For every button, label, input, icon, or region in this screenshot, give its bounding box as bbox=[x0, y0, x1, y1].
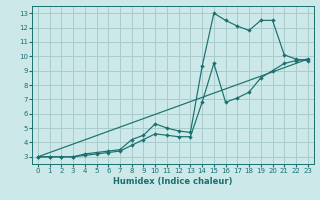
X-axis label: Humidex (Indice chaleur): Humidex (Indice chaleur) bbox=[113, 177, 233, 186]
